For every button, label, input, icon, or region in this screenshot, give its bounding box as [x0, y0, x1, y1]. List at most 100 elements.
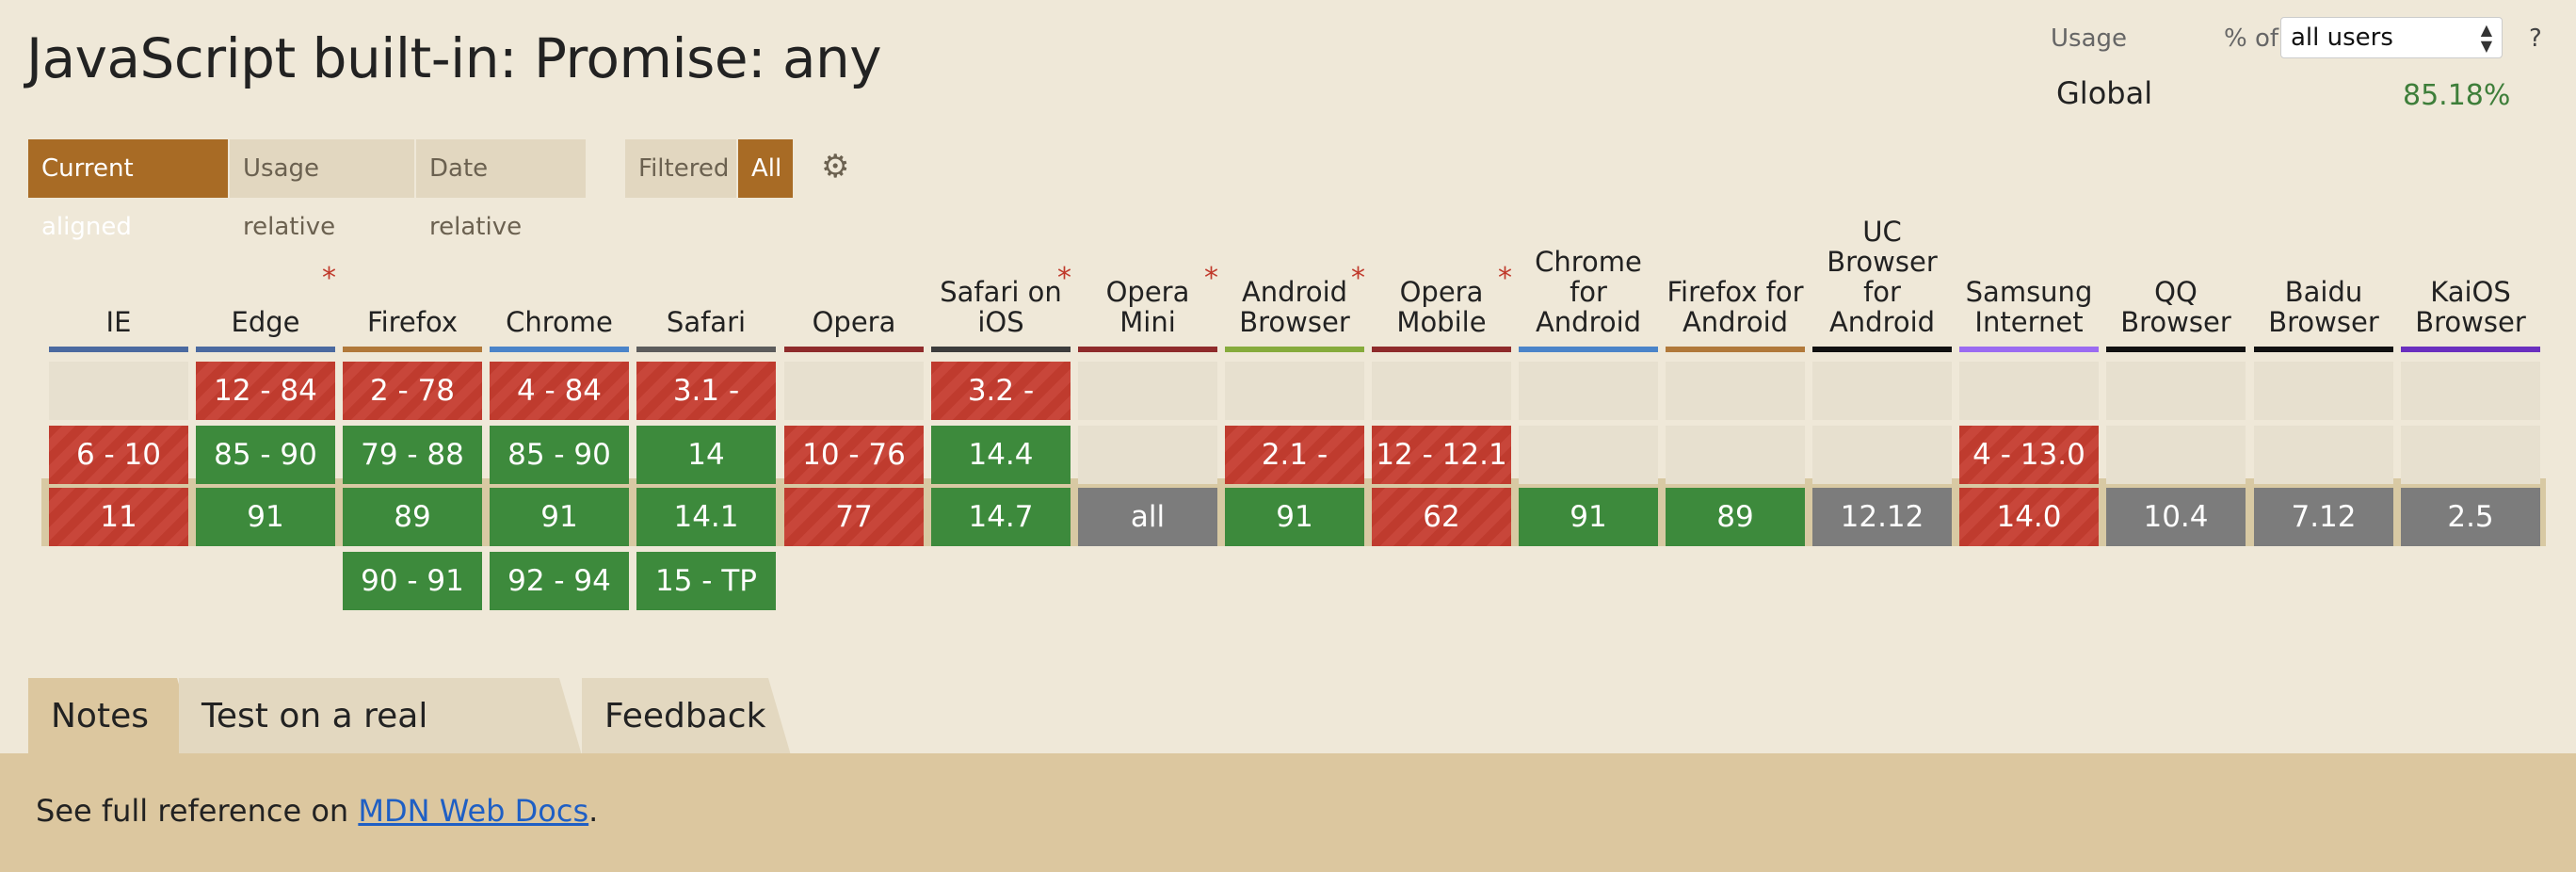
support-cell[interactable]: [1666, 362, 1805, 420]
support-cell[interactable]: [1225, 362, 1364, 420]
support-cell[interactable]: [1078, 426, 1217, 484]
browser-color-bar: [636, 347, 776, 352]
current-aligned-button[interactable]: Current aligned: [28, 139, 228, 241]
support-cell[interactable]: 11: [49, 488, 188, 546]
support-cell[interactable]: [1519, 362, 1658, 420]
support-cell[interactable]: [2106, 362, 2246, 420]
percent-of-label: % of: [2224, 24, 2279, 53]
support-cell[interactable]: 92 - 94: [490, 552, 629, 610]
support-cell[interactable]: 89: [1666, 488, 1805, 546]
browser-name: Opera Mobile: [1396, 276, 1487, 338]
support-cell[interactable]: 12.12: [1812, 488, 1952, 546]
support-cell[interactable]: 2.5: [2401, 488, 2540, 546]
support-cell[interactable]: 14.7: [931, 488, 1071, 546]
support-cell[interactable]: 14: [636, 426, 776, 484]
support-cell[interactable]: [2254, 426, 2393, 484]
tab-test-on-real-browser[interactable]: Test on a real browser: [179, 678, 582, 813]
browser-name: Chrome: [506, 306, 613, 338]
support-cell[interactable]: 91: [490, 488, 629, 546]
mdn-link[interactable]: MDN Web Docs: [358, 793, 589, 829]
page-title: JavaScript built-in: Promise: any: [26, 26, 882, 90]
browser-name: Safari on iOS: [940, 276, 1062, 338]
support-cell[interactable]: 15 - TP: [636, 552, 776, 610]
browser-name: Samsung Internet: [1965, 276, 2093, 338]
note-asterisk-icon[interactable]: *: [322, 262, 336, 295]
gear-icon[interactable]: ⚙: [821, 148, 850, 186]
usage-label: Usage: [2051, 24, 2128, 53]
support-cell[interactable]: 14.4: [931, 426, 1071, 484]
support-cell[interactable]: 14.1: [636, 488, 776, 546]
support-cell[interactable]: 12 - 12.1: [1372, 426, 1511, 484]
browser-color-bar: [1372, 347, 1511, 352]
global-label: Global: [2056, 75, 2153, 111]
browser-color-bar: [784, 347, 924, 352]
browser-color-bar: [196, 347, 335, 352]
support-cell[interactable]: [2401, 362, 2540, 420]
support-cell[interactable]: [1078, 362, 1217, 420]
support-cell[interactable]: 2.1 - 4.4.4: [1225, 426, 1364, 530]
users-select-value: all users: [2291, 24, 2393, 52]
help-link[interactable]: ?: [2529, 24, 2542, 53]
support-cell[interactable]: 6 - 10: [49, 426, 188, 484]
support-cell[interactable]: [2401, 426, 2540, 484]
support-cell[interactable]: 79 - 88: [343, 426, 482, 484]
support-cell[interactable]: 3.1 - 13.1: [636, 362, 776, 466]
browser-color-bar: [2106, 347, 2246, 352]
browser-color-bar: [931, 347, 1071, 352]
support-cell[interactable]: 91: [196, 488, 335, 546]
browser-color-bar: [343, 347, 482, 352]
support-cell[interactable]: 62: [1372, 488, 1511, 546]
support-cell[interactable]: 77: [784, 488, 924, 546]
support-cell[interactable]: 89: [343, 488, 482, 546]
support-cell[interactable]: 2 - 78: [343, 362, 482, 420]
support-cell[interactable]: [1666, 426, 1805, 484]
support-cell[interactable]: 85 - 90: [490, 426, 629, 484]
support-cell[interactable]: 85 - 90: [196, 426, 335, 484]
browser-name: KaiOS Browser: [2415, 276, 2526, 338]
support-cell[interactable]: [1959, 362, 2099, 420]
support-cell[interactable]: [1812, 362, 1952, 420]
note-asterisk-icon[interactable]: *: [1351, 262, 1365, 295]
support-cell[interactable]: [1519, 426, 1658, 484]
support-cell[interactable]: 4 - 84: [490, 362, 629, 420]
filtered-button[interactable]: Filtered: [625, 139, 736, 198]
tab-notes[interactable]: Notes: [28, 678, 200, 755]
browser-name: IE: [105, 306, 132, 338]
support-cell[interactable]: 91: [1519, 488, 1658, 546]
support-cell[interactable]: 4 - 13.0: [1959, 426, 2099, 484]
note-asterisk-icon[interactable]: *: [1498, 262, 1512, 295]
support-cell[interactable]: 14.0: [1959, 488, 2099, 546]
browser-color-bar: [1519, 347, 1658, 352]
support-cell[interactable]: 10 - 76: [784, 426, 924, 484]
date-relative-button[interactable]: Date relative: [416, 139, 586, 241]
note-asterisk-icon[interactable]: *: [1204, 262, 1218, 295]
browser-color-bar: [2254, 347, 2393, 352]
support-cell[interactable]: [2254, 362, 2393, 420]
all-button[interactable]: All: [738, 139, 793, 198]
notes-text: See full reference on MDN Web Docs.: [36, 793, 598, 829]
support-cell[interactable]: 7.12: [2254, 488, 2393, 546]
support-cell[interactable]: all: [1078, 488, 1217, 546]
users-select[interactable]: all users ▲ ▼: [2280, 17, 2503, 58]
support-cell[interactable]: 3.2 - 13.7: [931, 362, 1071, 466]
browser-name: Android Browser: [1239, 276, 1350, 338]
browser-name: Opera: [812, 306, 896, 338]
support-cell[interactable]: [784, 362, 924, 420]
usage-relative-button[interactable]: Usage relative: [230, 139, 414, 241]
note-asterisk-icon[interactable]: *: [1057, 262, 1071, 295]
global-usage-value: 85.18%: [2403, 79, 2511, 112]
support-cell[interactable]: 90 - 91: [343, 552, 482, 610]
browser-color-bar: [49, 347, 188, 352]
browser-name: UC Browser for Android: [1827, 216, 1938, 338]
support-cell[interactable]: [1812, 426, 1952, 484]
support-cell[interactable]: [2106, 426, 2246, 484]
support-cell[interactable]: [1372, 362, 1511, 420]
select-arrows-icon: ▲ ▼: [2480, 21, 2492, 55]
notes-panel: [0, 753, 2576, 872]
support-cell[interactable]: [49, 362, 188, 420]
support-cell[interactable]: 12 - 84: [196, 362, 335, 420]
support-cell[interactable]: 10.4: [2106, 488, 2246, 546]
support-cell[interactable]: 91: [1225, 488, 1364, 546]
note-prefix: See full reference on: [36, 793, 359, 829]
tab-feedback[interactable]: Feedback: [582, 678, 791, 755]
